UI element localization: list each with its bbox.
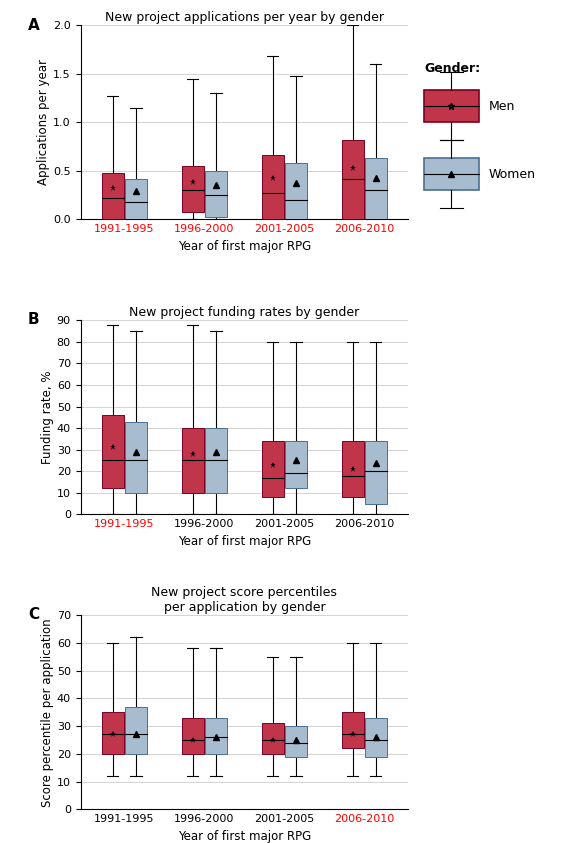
Bar — [285, 726, 307, 757]
Y-axis label: Score percentile per application: Score percentile per application — [41, 618, 54, 807]
Bar — [125, 706, 147, 754]
Bar — [102, 712, 124, 754]
Bar — [424, 158, 478, 191]
Bar — [125, 179, 147, 219]
Title: New project applications per year by gender: New project applications per year by gen… — [105, 11, 384, 24]
Bar — [205, 171, 227, 217]
Bar — [102, 415, 124, 488]
Text: Men: Men — [489, 99, 515, 113]
Bar — [285, 163, 307, 219]
Bar — [342, 712, 364, 749]
Bar — [262, 155, 284, 219]
Bar — [342, 441, 364, 497]
Bar — [424, 90, 478, 122]
X-axis label: Year of first major RPG: Year of first major RPG — [178, 534, 311, 548]
Bar — [365, 441, 387, 503]
Text: Women: Women — [489, 168, 536, 180]
Bar — [182, 717, 204, 754]
Text: B: B — [28, 313, 40, 327]
Bar — [125, 422, 147, 493]
Bar — [342, 140, 364, 219]
Bar — [285, 441, 307, 488]
Y-axis label: Applications per year: Applications per year — [37, 59, 50, 185]
Bar — [102, 173, 124, 219]
X-axis label: Year of first major RPG: Year of first major RPG — [178, 239, 311, 253]
Bar — [365, 717, 387, 757]
Text: A: A — [28, 18, 40, 33]
Bar — [182, 166, 204, 212]
X-axis label: Year of first major RPG: Year of first major RPG — [178, 830, 311, 843]
Bar — [262, 723, 284, 754]
Title: New project score percentiles
per application by gender: New project score percentiles per applic… — [151, 586, 338, 614]
Title: New project funding rates by gender: New project funding rates by gender — [129, 306, 359, 319]
Y-axis label: Funding rate, %: Funding rate, % — [41, 371, 54, 464]
Text: C: C — [28, 608, 39, 622]
Bar — [182, 428, 204, 493]
Bar — [205, 428, 227, 493]
Bar — [262, 441, 284, 497]
Text: Gender:: Gender: — [424, 62, 480, 75]
Bar — [365, 158, 387, 219]
Bar — [205, 717, 227, 754]
